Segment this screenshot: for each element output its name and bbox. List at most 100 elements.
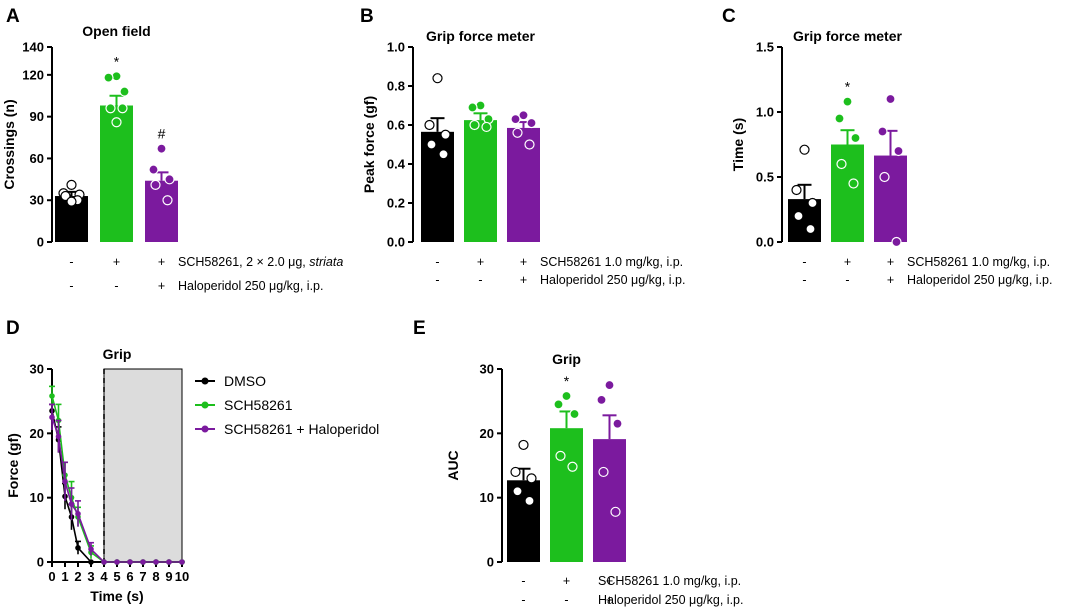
data-point [891,236,902,248]
data-point [162,195,173,206]
legend-marker [201,377,209,385]
bar [100,105,133,242]
bar [831,144,864,242]
data-point [512,127,523,138]
y-tick-label: 30 [480,362,494,377]
data-point [105,103,116,114]
y-axis-label: Peak force (gf) [361,96,377,193]
panel-title: Grip [552,351,581,367]
data-point [426,139,437,150]
data-point [438,149,449,160]
condition-sign: - [564,593,568,607]
condition-sign: - [845,273,849,287]
series-point [88,559,94,565]
data-point [799,144,810,155]
y-axis-label: Force (gf) [5,433,21,498]
series-point [153,559,159,565]
y-tick-label: 20 [30,426,44,441]
panel-label: D [6,318,20,339]
data-point [526,473,537,484]
x-tick-label: 9 [165,569,172,584]
condition-sign: - [69,279,73,293]
series-point [114,559,120,565]
bar [874,155,907,242]
x-tick-label: 10 [175,569,189,584]
y-tick-label: 0.0 [756,235,774,250]
bar [507,127,540,242]
data-point [793,210,804,222]
series-point [49,414,55,421]
significance-mark: * [114,53,120,69]
condition-label: SCH58261 1.0 mg/kg, i.p. [540,255,683,269]
series-point [179,559,185,565]
series-point [49,393,55,399]
y-tick-label: 0.4 [387,157,406,172]
data-point [553,399,564,410]
x-axis-label: Time (s) [90,588,143,604]
panel-c: C Grip force meter 0.0 0.5 1.0 1.5 Time (s) * - +… [722,6,1052,287]
bar [550,428,583,562]
condition-sign: + [844,255,851,269]
legend-label: DMSO [224,373,266,389]
condition-label-italic: striata [309,255,343,269]
panel-b: B Grip force meter 0.0 0.2 0.4 0.6 0.8 1.0 Peak … [360,6,685,287]
condition-sign: + [158,279,165,293]
x-tick-label: 4 [100,569,108,584]
legend-label: SCH58261 [224,397,293,413]
panel-label: A [6,6,20,27]
series-point [75,510,81,517]
y-axis-label: AUC [445,450,461,480]
series-point [140,559,146,565]
series-point [75,545,81,551]
condition-sign: - [521,574,525,588]
y-tick-label: 30 [30,193,44,208]
data-point [111,117,122,128]
y-tick-label: 60 [30,151,44,166]
data-point [567,461,578,472]
data-point [469,119,480,131]
bar [421,131,454,242]
condition-label: SCH58261 1.0 mg/kg, i.p. [907,255,1050,269]
bar [507,480,540,562]
panel-title: Open field [82,23,150,39]
data-point [604,379,615,391]
condition-sign: + [520,255,527,269]
data-point [848,178,859,189]
panel-title: Grip [103,346,132,362]
condition-sign: + [563,574,570,588]
y-axis-label: Time (s) [730,118,746,171]
y-tick-label: 1.0 [387,40,405,55]
y-tick-label: 20 [480,426,494,441]
series-point [166,559,172,565]
x-tick-label: 5 [113,569,120,584]
condition-label: Haloperidol 250 μg/kg, i.p. [178,279,323,293]
x-tick-label: 2 [74,569,81,584]
data-point [164,174,175,185]
shaded-region [103,368,183,563]
data-point [66,179,77,190]
legend-marker [201,401,209,409]
data-point [66,196,77,207]
y-tick-label: 30 [30,362,44,377]
condition-label: Haloperidol 250 μg/kg, i.p. [598,593,743,607]
data-point [834,113,845,124]
condition-label: Haloperidol 250 μg/kg, i.p. [907,273,1052,287]
data-point [569,408,580,420]
panel-a: A Open field 0 30 60 90 120 140 Crossings (n) * # -… [1,6,343,293]
data-point [148,164,159,175]
x-tick-label: 6 [126,569,133,584]
y-tick-label: 1.0 [756,105,774,120]
condition-label: Haloperidol 250 μg/kg, i.p. [540,273,685,287]
data-point [518,110,529,121]
condition-sign: - [114,279,118,293]
data-point [610,506,621,517]
series-point [62,478,68,485]
condition-sign: - [69,255,73,269]
data-point [791,184,802,196]
condition-sign: + [520,273,527,287]
data-point [596,394,607,405]
legend-marker [201,425,209,433]
data-point [842,96,853,107]
y-tick-label: 0 [487,555,494,570]
